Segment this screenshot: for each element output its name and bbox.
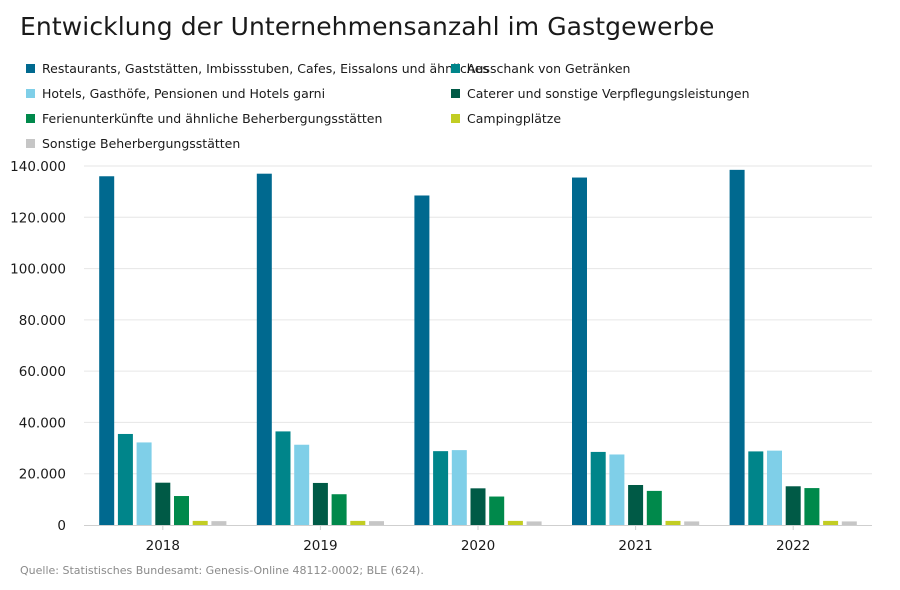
legend-label: Campingplätze <box>467 111 562 126</box>
bar <box>526 521 542 525</box>
bar <box>628 484 644 525</box>
legend-label: Hotels, Gasthöfe, Pensionen und Hotels g… <box>42 86 326 101</box>
bar <box>665 520 681 525</box>
y-tick-label: 40.000 <box>19 415 66 431</box>
legend-label: Ferienunterkünfte und ähnliche Beherberg… <box>42 111 383 126</box>
y-tick-label: 20.000 <box>19 467 66 483</box>
x-tick-label: 2022 <box>776 538 810 554</box>
legend-label: Restaurants, Gaststätten, Imbissstuben, … <box>42 61 489 76</box>
y-tick-label: 0 <box>57 518 66 534</box>
bar <box>841 521 857 525</box>
legend-label: Sonstige Beherbergungsstätten <box>42 136 241 151</box>
bar <box>294 444 310 525</box>
bar <box>590 451 606 525</box>
bar <box>155 482 171 525</box>
bar <box>470 488 486 525</box>
x-tick-label: 2019 <box>303 538 337 554</box>
bar <box>489 496 505 525</box>
bar <box>211 521 227 525</box>
source-note: Quelle: Statistisches Bundesamt: Genesis… <box>20 564 424 577</box>
y-tick-label: 80.000 <box>19 313 66 329</box>
legend-item-sonstige: Sonstige Beherbergungsstätten <box>26 137 240 151</box>
bar <box>609 454 625 525</box>
bar <box>767 450 782 525</box>
bar <box>823 520 839 525</box>
legend-label: Ausschank von Getränken <box>467 61 631 76</box>
x-axis-ticks: 2018 2019 2020 2021 2022 <box>146 525 810 554</box>
bar <box>785 486 801 525</box>
bar <box>136 442 152 525</box>
bar <box>507 520 523 525</box>
bar <box>192 520 208 525</box>
bar <box>331 494 347 525</box>
legend-item-ferienunterkuenfte: Ferienunterkünfte und ähnliche Beherberg… <box>26 112 382 126</box>
bar <box>174 496 189 525</box>
bar <box>729 169 745 525</box>
legend-item-hotels: Hotels, Gasthöfe, Pensionen und Hotels g… <box>26 87 325 101</box>
y-tick-label: 140.000 <box>10 159 66 175</box>
bar <box>369 521 384 525</box>
bar <box>312 482 328 525</box>
bar <box>275 431 291 525</box>
legend-swatch <box>451 89 460 98</box>
y-tick-label: 60.000 <box>19 364 66 380</box>
legend-swatch <box>26 139 35 148</box>
y-tick-label: 120.000 <box>10 210 66 226</box>
bar <box>684 521 700 525</box>
x-tick-label: 2021 <box>618 538 652 554</box>
legend-item-ausschank: Ausschank von Getränken <box>451 62 630 76</box>
legend-item-caterer: Caterer und sonstige Verpflegungsleistun… <box>451 87 750 101</box>
gridlines <box>84 165 872 475</box>
bar <box>804 488 820 525</box>
legend-swatch <box>26 89 35 98</box>
legend-swatch <box>26 64 35 73</box>
bar <box>256 173 272 525</box>
bar <box>572 177 587 525</box>
y-axis-ticks: 0 20.000 40.000 60.000 80.000 100.000 120.000 1… <box>10 159 66 534</box>
bar <box>748 451 764 525</box>
bar <box>451 450 467 525</box>
x-tick-label: 2020 <box>461 538 495 554</box>
bar <box>646 490 662 525</box>
legend-swatch <box>26 114 35 123</box>
legend-swatch <box>451 64 460 73</box>
legend-label: Caterer und sonstige Verpflegungsleistun… <box>467 86 750 101</box>
bar <box>350 520 366 525</box>
legend-item-restaurants: Restaurants, Gaststätten, Imbissstuben, … <box>26 62 489 76</box>
legend-item-camping: Campingplätze <box>451 112 561 126</box>
chart-title: Entwicklung der Unternehmensanzahl im Ga… <box>20 12 715 41</box>
bar <box>433 451 449 525</box>
bar <box>414 195 430 525</box>
bar <box>99 176 115 525</box>
x-tick-label: 2018 <box>146 538 180 554</box>
y-tick-label: 100.000 <box>10 262 66 278</box>
bars <box>99 169 857 525</box>
legend-swatch <box>451 114 460 123</box>
bar <box>117 433 133 525</box>
